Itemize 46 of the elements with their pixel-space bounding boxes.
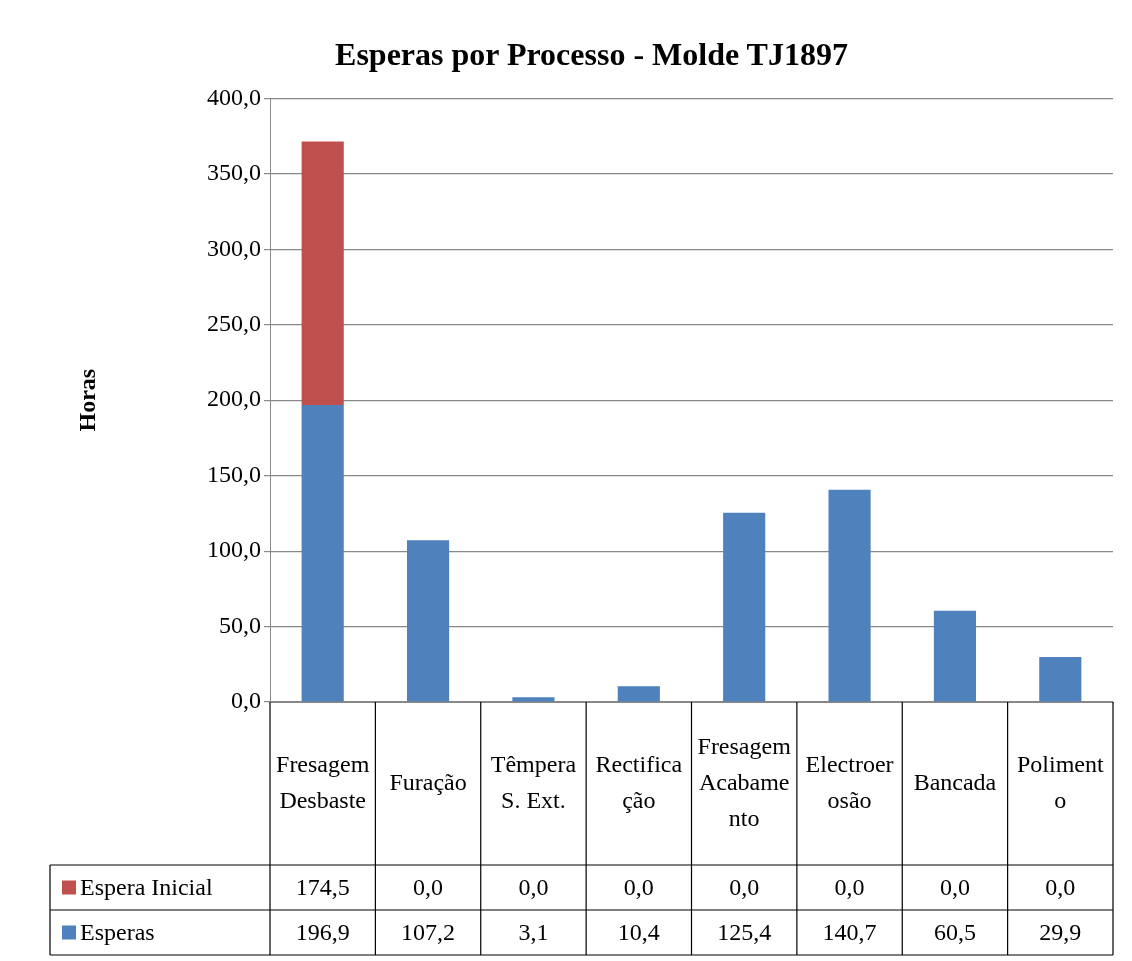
data-label: 10,4 <box>617 918 660 945</box>
bar <box>1039 656 1082 702</box>
legend-label: Esperas <box>80 918 155 945</box>
bar <box>933 610 977 702</box>
bar <box>512 697 555 702</box>
bar <box>301 141 344 405</box>
bar <box>723 512 766 702</box>
y-tick-label: 250,0 <box>207 310 261 337</box>
data-label: 60,5 <box>933 918 976 945</box>
y-tick-label: 200,0 <box>207 385 261 412</box>
bar <box>301 404 344 702</box>
x-tick-label: Furação <box>389 768 467 795</box>
y-tick-label: 0,0 <box>231 687 261 714</box>
x-tick-label: Têmpera S. Ext. <box>490 750 577 813</box>
y-tick-label: 400,0 <box>207 83 261 110</box>
bar <box>406 540 450 702</box>
chart-title: Esperas por Processo - Molde TJ1897 <box>335 36 848 73</box>
data-label: 125,4 <box>717 918 772 945</box>
y-tick-label: 350,0 <box>207 159 261 186</box>
x-tick-label: Electroerosão <box>805 750 894 813</box>
x-tick-label: Fresagem Desbaste <box>276 750 370 813</box>
bar <box>828 489 871 702</box>
data-label: 0,0 <box>413 873 444 900</box>
data-label: 29,9 <box>1039 918 1082 945</box>
y-tick-label: 150,0 <box>207 460 261 487</box>
data-label: 0,0 <box>1045 873 1076 900</box>
data-label: 0,0 <box>623 873 654 900</box>
data-label: 0,0 <box>834 873 865 900</box>
data-label: 0,0 <box>729 873 760 900</box>
x-tick-label: Rectificação <box>595 750 683 813</box>
data-label: 3,1 <box>518 918 549 945</box>
data-label: 0,0 <box>939 873 970 900</box>
bar <box>617 686 660 702</box>
data-label: 140,7 <box>822 918 877 945</box>
x-tick-label: Fresagem Acabamento <box>697 732 792 831</box>
x-tick-label: Polimento <box>1016 750 1104 813</box>
data-label: 107,2 <box>401 918 456 945</box>
y-axis-title: Horas <box>73 368 100 432</box>
x-tick-label: Bancada <box>913 768 997 795</box>
data-label: 174,5 <box>295 873 350 900</box>
data-label: 0,0 <box>518 873 549 900</box>
data-label: 196,9 <box>295 918 350 945</box>
legend-label: Espera Inicial <box>80 873 213 900</box>
y-tick-label: 50,0 <box>219 611 261 638</box>
y-tick-label: 100,0 <box>207 536 261 563</box>
y-tick-label: 300,0 <box>207 234 261 261</box>
